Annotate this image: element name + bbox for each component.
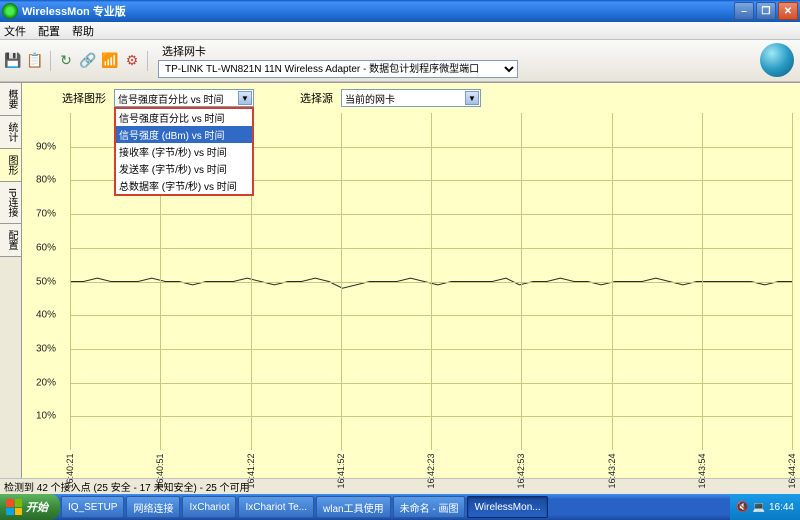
dropdown-option[interactable]: 接收率 (字节/秒) vs 时间	[116, 143, 252, 160]
connect-icon[interactable]: 🔗	[79, 52, 97, 70]
menu-config[interactable]: 配置	[38, 23, 60, 39]
y-axis-label: 70%	[36, 209, 56, 220]
log-icon[interactable]: 📋	[26, 52, 44, 70]
x-axis-label: 16:41:52	[336, 453, 346, 488]
x-axis-label: 16:42:23	[426, 453, 436, 488]
source-select[interactable]: 当前的网卡 ▼	[341, 89, 481, 107]
tab-chart[interactable]: 图形	[0, 149, 21, 182]
app-icon	[2, 3, 18, 19]
gridline-v	[431, 113, 432, 450]
status-text: 检测到 42 个接入点 (25 安全 - 17 未知安全) - 25 个可用	[4, 479, 250, 494]
tray-time: 16:44	[769, 502, 794, 513]
taskbar-item[interactable]: 未命名 - 画图	[393, 496, 466, 518]
dropdown-arrow-icon: ▼	[465, 91, 479, 105]
titlebar: WirelessMon 专业版 – ❐ ✕	[0, 0, 800, 22]
gridline-v	[792, 113, 793, 450]
taskbar-item[interactable]: IxChariot	[182, 496, 236, 518]
refresh-icon[interactable]: ↻	[57, 52, 75, 70]
y-axis-label: 90%	[36, 141, 56, 152]
x-axis-label: 16:42:53	[516, 453, 526, 488]
settings-icon[interactable]: ⚙	[123, 52, 141, 70]
content-area: 概要 统计 图形 IP连接 配置 选择图形 信号强度百分比 vs 时间 ▼ 选择…	[0, 82, 800, 478]
taskbar-item[interactable]: IQ_SETUP	[61, 496, 124, 518]
chart-area: 选择图形 信号强度百分比 vs 时间 ▼ 选择源 当前的网卡 ▼ 信号强度百分比…	[22, 83, 800, 478]
close-button[interactable]: ✕	[778, 2, 798, 20]
x-axis-label: 16:41:22	[246, 453, 256, 488]
x-axis-label: 16:43:54	[697, 453, 707, 488]
dropdown-option[interactable]: 信号强度百分比 vs 时间	[116, 109, 252, 126]
toolbar: 💾 📋 ↻ 🔗 📶 ⚙ 选择网卡 TP-LINK TL-WN821N 11N W…	[0, 40, 800, 82]
dropdown-option[interactable]: 发送率 (字节/秒) vs 时间	[116, 160, 252, 177]
separator	[147, 51, 148, 71]
statusbar: 检测到 42 个接入点 (25 安全 - 17 未知安全) - 25 个可用	[0, 478, 800, 494]
taskbar-item[interactable]: 网络连接	[126, 496, 180, 518]
start-button[interactable]: 开始	[0, 494, 60, 520]
y-axis-label: 50%	[36, 276, 56, 287]
map-icon[interactable]: 📶	[101, 52, 119, 70]
tab-stats[interactable]: 统计	[0, 116, 21, 149]
menu-file[interactable]: 文件	[4, 23, 26, 39]
source-value: 当前的网卡	[345, 95, 395, 106]
y-axis-label: 10%	[36, 411, 56, 422]
task-items: IQ_SETUP网络连接IxChariotIxChariot Te...wlan…	[60, 496, 730, 518]
chart-type-dropdown-open: 信号强度百分比 vs 时间信号强度 (dBm) vs 时间接收率 (字节/秒) …	[114, 107, 254, 196]
dropdown-option[interactable]: 总数据率 (字节/秒) vs 时间	[116, 177, 252, 194]
gridline-v	[70, 113, 71, 450]
tab-config[interactable]: 配置	[0, 224, 21, 257]
windows-logo-icon	[6, 499, 22, 515]
tab-summary[interactable]: 概要	[0, 83, 21, 116]
globe-icon	[760, 43, 794, 77]
menu-help[interactable]: 帮助	[72, 23, 94, 39]
source-label: 选择源	[300, 90, 333, 106]
y-axis-label: 40%	[36, 310, 56, 321]
x-axis-label: 16:40:21	[65, 453, 75, 488]
start-label: 开始	[26, 499, 48, 515]
chart-controls: 选择图形 信号强度百分比 vs 时间 ▼ 选择源 当前的网卡 ▼	[62, 89, 481, 107]
tray-icon[interactable]: 🔇	[736, 502, 748, 513]
window-title: WirelessMon 专业版	[22, 3, 734, 19]
y-axis-label: 20%	[36, 377, 56, 388]
chart-type-value: 信号强度百分比 vs 时间	[118, 95, 224, 106]
netcard-select[interactable]: TP-LINK TL-WN821N 11N Wireless Adapter -…	[158, 60, 518, 78]
taskbar: 开始 IQ_SETUP网络连接IxChariotIxChariot Te...w…	[0, 494, 800, 520]
x-axis-label: 16:43:24	[607, 453, 617, 488]
netcard-label: 选择网卡	[162, 43, 518, 59]
maximize-button[interactable]: ❐	[756, 2, 776, 20]
taskbar-item[interactable]: wlan工具使用	[316, 496, 391, 518]
tray-icon[interactable]: 💻	[753, 502, 765, 513]
x-axis-label: 16:44:24	[787, 453, 797, 488]
tab-ip[interactable]: IP连接	[0, 182, 21, 224]
y-axis-label: 30%	[36, 343, 56, 354]
window-controls: – ❐ ✕	[734, 2, 798, 20]
system-tray: 🔇 💻 16:44	[730, 494, 800, 520]
side-tabs: 概要 统计 图形 IP连接 配置	[0, 83, 22, 478]
y-axis-label: 80%	[36, 175, 56, 186]
gridline-v	[341, 113, 342, 450]
dropdown-option[interactable]: 信号强度 (dBm) vs 时间	[116, 126, 252, 143]
y-axis-label: 60%	[36, 242, 56, 253]
x-axis-label: 16:40:51	[155, 453, 165, 488]
gridline-v	[702, 113, 703, 450]
gridline-v	[612, 113, 613, 450]
gridline-v	[521, 113, 522, 450]
dropdown-arrow-icon: ▼	[238, 91, 252, 105]
chart-type-select[interactable]: 信号强度百分比 vs 时间 ▼	[114, 89, 254, 107]
menubar: 文件 配置 帮助	[0, 22, 800, 40]
minimize-button[interactable]: –	[734, 2, 754, 20]
taskbar-item[interactable]: IxChariot Te...	[238, 496, 314, 518]
chart-type-label: 选择图形	[62, 90, 106, 106]
taskbar-item[interactable]: WirelessMon...	[467, 496, 547, 518]
save-icon[interactable]: 💾	[4, 52, 22, 70]
separator	[50, 51, 51, 71]
